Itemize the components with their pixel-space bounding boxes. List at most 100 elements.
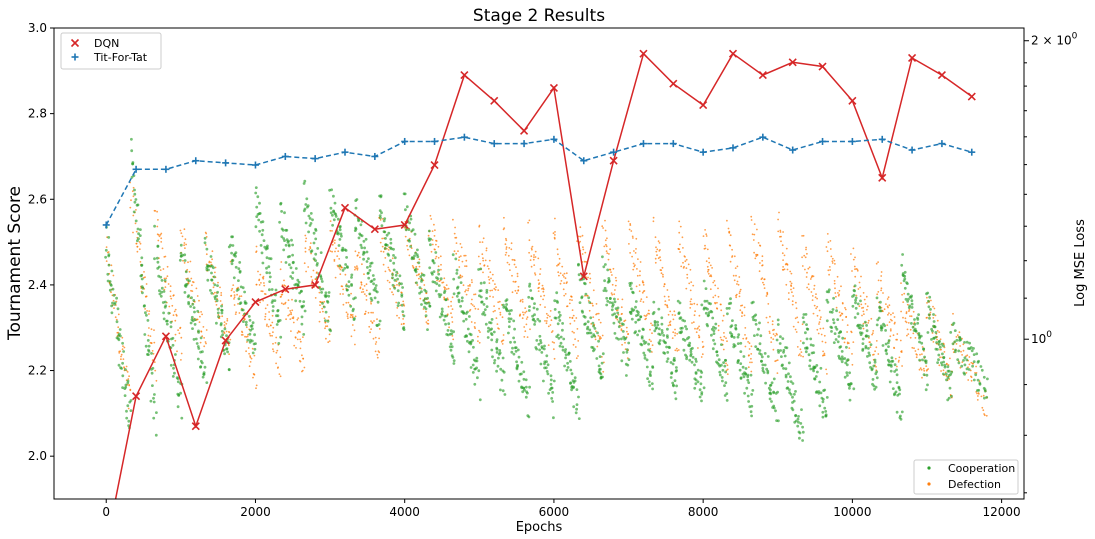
defection-point — [200, 311, 203, 313]
cooperation-point — [429, 243, 432, 247]
cooperation-point — [431, 272, 434, 276]
defection-point — [511, 258, 514, 261]
cooperation-point — [861, 342, 865, 345]
defection-point — [646, 314, 648, 316]
defection-point — [790, 288, 792, 291]
cooperation-point — [774, 409, 777, 413]
defection-point — [761, 264, 764, 266]
cooperation-point — [720, 376, 724, 379]
cooperation-point — [606, 299, 610, 303]
cooperation-point — [385, 233, 389, 237]
cooperation-point — [972, 378, 976, 382]
defection-point — [238, 295, 241, 298]
defection-point — [772, 333, 775, 335]
tit-for-tat-marker — [192, 157, 200, 165]
cooperation-point — [685, 355, 689, 358]
cooperation-point — [535, 307, 539, 311]
defection-point — [863, 298, 866, 301]
cooperation-point — [640, 343, 644, 347]
defection-point — [695, 331, 698, 334]
cooperation-point — [783, 354, 787, 358]
cooperation-point — [867, 347, 870, 350]
defection-point — [534, 256, 537, 258]
defection-point — [482, 259, 485, 262]
defection-point — [329, 229, 332, 232]
defection-point — [674, 332, 677, 334]
cooperation-point — [684, 325, 687, 328]
cooperation-point — [188, 279, 191, 283]
cooperation-point — [274, 288, 278, 292]
cooperation-point — [583, 282, 587, 286]
cooperation-point — [319, 287, 323, 291]
defection-point — [648, 338, 651, 341]
cooperation-point — [340, 234, 343, 238]
defection-point — [347, 301, 350, 304]
defection-point — [430, 250, 433, 253]
defection-point — [875, 365, 877, 368]
cooperation-point — [666, 336, 669, 339]
defection-point — [880, 287, 883, 290]
cooperation-point — [310, 249, 314, 253]
defection-point — [614, 276, 617, 279]
defection-point — [199, 315, 201, 318]
defection-point — [819, 327, 822, 330]
defection-point — [610, 271, 612, 273]
defection-point — [297, 317, 300, 319]
defection-point — [272, 348, 274, 351]
defection-point — [570, 296, 573, 298]
cooperation-point — [387, 253, 391, 257]
defection-point — [176, 350, 178, 353]
cooperation-point — [796, 424, 800, 428]
cooperation-point — [125, 416, 129, 420]
cooperation-point — [367, 257, 370, 260]
cooperation-point — [859, 326, 862, 330]
defection-point — [574, 338, 576, 340]
cooperation-point — [872, 364, 876, 368]
cooperation-point — [376, 300, 380, 304]
defection-point — [834, 292, 837, 294]
cooperation-point — [528, 385, 531, 389]
cooperation-point — [124, 385, 128, 389]
defection-point — [721, 319, 724, 322]
cooperation-point — [739, 341, 743, 345]
tit-for-tat-marker — [341, 148, 349, 156]
cooperation-point — [889, 369, 893, 373]
cooperation-point — [327, 291, 331, 294]
cooperation-point — [460, 296, 464, 300]
defection-point — [597, 312, 600, 315]
defection-point — [720, 309, 723, 312]
cooperation-point — [391, 283, 395, 287]
defection-point — [840, 285, 842, 288]
cooperation-point — [798, 436, 801, 440]
defection-point — [977, 395, 979, 397]
dqn-marker-stroke — [400, 220, 409, 230]
defection-point — [198, 299, 200, 302]
defection-point — [763, 283, 765, 286]
cooperation-point — [320, 277, 323, 281]
cooperation-point — [924, 359, 928, 363]
cooperation-point — [814, 375, 818, 378]
defection-point — [189, 260, 192, 263]
cooperation-point — [742, 355, 746, 358]
defection-point — [801, 323, 804, 326]
defection-point — [538, 286, 540, 289]
cooperation-point — [117, 363, 121, 367]
defection-point — [736, 265, 739, 268]
defection-point — [714, 302, 717, 305]
defection-point — [761, 255, 764, 258]
defection-point — [765, 316, 768, 319]
defection-point — [708, 261, 711, 264]
cooperation-point — [979, 365, 983, 368]
cooperation-point — [754, 313, 758, 317]
defection-point — [892, 312, 894, 314]
defection-point — [633, 250, 635, 252]
defection-point — [796, 346, 799, 348]
defection-point — [751, 361, 753, 364]
defection-point — [557, 263, 560, 266]
defection-point — [726, 364, 729, 367]
defection-point — [169, 295, 172, 298]
defection-point — [729, 260, 732, 263]
dqn-marker — [728, 49, 738, 58]
cooperation-point — [382, 219, 386, 223]
defection-point — [689, 289, 692, 292]
